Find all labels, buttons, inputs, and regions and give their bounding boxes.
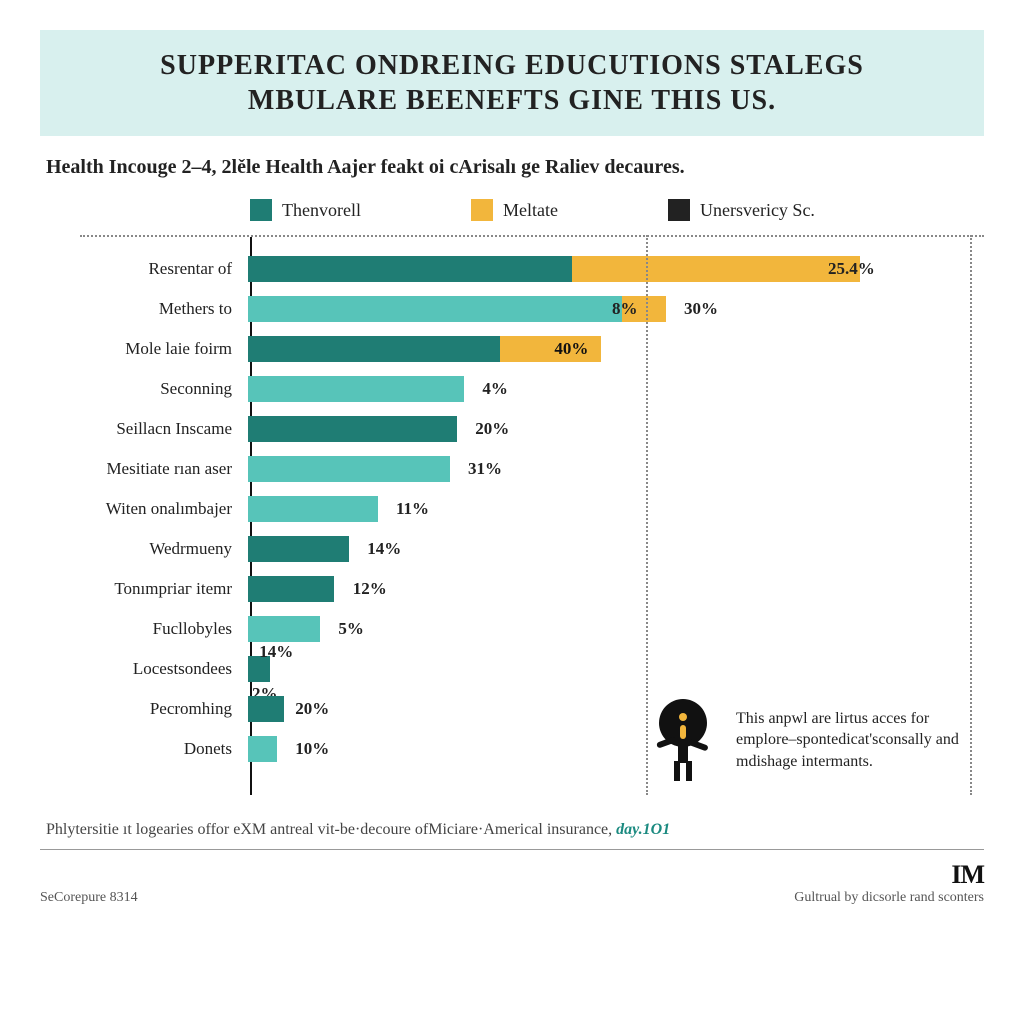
bar-label: Seconning [80,379,248,399]
chart: Resrentar of 25.4% Methers to 8% 30% Mole lai… [80,235,984,795]
bar-segment [572,256,860,282]
footer-logo: IM [794,860,984,890]
page-title: SUPPERITAC ONDREING EDUCUTIONS STALEGS M… [70,48,954,118]
legend-item: Unersvericy Sc. [668,199,815,221]
bar-value: 20% [475,419,509,439]
legend-swatch [471,199,493,221]
bar-row: Tonımpriaг itemr 12% [80,569,984,609]
bar-track: 25.4% [248,256,984,282]
bar-track: 11% [248,496,984,522]
bar-value: 12% [353,579,387,599]
bar-value: 31% [468,459,502,479]
gridline [970,235,972,795]
legend: Thenvorell Meltate Unersvericy Sc. [250,199,984,221]
bar-value: 14% [367,539,401,559]
legend-item: Thenvorell [250,199,361,221]
legend-swatch [250,199,272,221]
bar-track: 8% 30% [248,296,984,322]
title-line-1: SUPPERITAC ONDREING EDUCUTIONS STALEGS [160,50,864,81]
bar-track: 40% [248,336,984,362]
footnote-text: Phlytersitie ıt logearies offor eXM antr… [46,821,616,838]
bar-segment [248,696,284,722]
footer: SeCorepure 8314 IM Gultrual by dicsorle … [40,849,984,906]
bar-label: Mole laie foirm [80,339,248,359]
bar-label: Pecromhing [80,699,248,719]
callout: This anpwl are lirtus acces for emplore–… [644,695,974,785]
bar-segment [248,456,450,482]
bar-value: 20% [295,699,329,719]
bar-segment [248,336,500,362]
bar-track: 12% [248,576,984,602]
footer-right: IM Gultrual by dicsorle rand sconters [794,860,984,906]
bar-segment [248,296,622,322]
bar-label: Witen onalımbajer [80,499,248,519]
bar-track: 5% [248,616,984,642]
bar-track: 14%2% [248,656,984,682]
legend-label: Unersvericy Sc. [700,200,815,221]
footnote: Phlytersitie ıt logearies offor eXM antr… [46,821,984,839]
bar-segment [248,576,334,602]
bar-track: 14% [248,536,984,562]
bar-segment [248,376,464,402]
bar-label: Locestsondees [80,659,248,679]
legend-label: Meltate [503,200,558,221]
bar-label: Tonımpriaг itemr [80,579,248,599]
bar-segment [248,496,378,522]
footer-credit: Gultrual by dicsorle rand sconters [794,890,984,906]
bar-value: 30% [684,299,718,319]
bar-segment [248,616,320,642]
bar-row: Mesitiate rıan aser 31% [80,449,984,489]
legend-swatch [668,199,690,221]
bar-label: Donets [80,739,248,759]
mascot-icon [644,695,722,785]
bar-value: 11% [396,499,429,519]
bar-row: Methers to 8% 30% [80,289,984,329]
bar-label: Wedrmueny [80,539,248,559]
bar-value: 10% [295,739,329,759]
callout-text: This anpwl are lirtus acces for emplore–… [736,708,974,773]
bar-value: 4% [482,379,508,399]
bar-track: 20% [248,416,984,442]
bar-segment [248,736,277,762]
bar-label: Methers to [80,299,248,319]
legend-label: Thenvorell [282,200,361,221]
bar-segment [248,536,349,562]
bar-value: 5% [338,619,364,639]
bar-row: Resrentar of 25.4% [80,249,984,289]
bar-row: Witen onalımbajer 11% [80,489,984,529]
bar-row: Wedrmueny 14% [80,529,984,569]
gridline [646,235,648,795]
bar-track: 4% [248,376,984,402]
bar-segment [248,256,572,282]
footer-left: SeCorepure 8314 [40,890,138,906]
bar-value: 25.4% [828,259,875,279]
bar-row: Seconning 4% [80,369,984,409]
bar-value: 14% [259,642,293,662]
bar-row: Locestsondees14%2% [80,649,984,689]
bar-value: 40% [554,339,588,359]
bar-row: Mole laie foirm 40% [80,329,984,369]
bar-segment [248,416,457,442]
chart-rows: Resrentar of 25.4% Methers to 8% 30% Mole lai… [80,249,984,769]
bar-row: Fucllobyles 5% [80,609,984,649]
bar-label: Seillacn Inscame [80,419,248,439]
title-line-2: MBULARE BEENEFTS GINE THIS US. [248,85,776,116]
bar-label: Fucllobyles [80,619,248,639]
bar-label: Mesitiate rıan aser [80,459,248,479]
footnote-highlight: day.1O1 [616,821,670,838]
bar-value: 8% [612,299,638,319]
subtitle: Health Incouge 2–4, 2lěle Health Aajer f… [46,156,984,179]
title-band: SUPPERITAC ONDREING EDUCUTIONS STALEGS M… [40,30,984,136]
bar-track: 31% [248,456,984,482]
bar-row: Seillacn Inscame 20% [80,409,984,449]
bar-label: Resrentar of [80,259,248,279]
legend-item: Meltate [471,199,558,221]
